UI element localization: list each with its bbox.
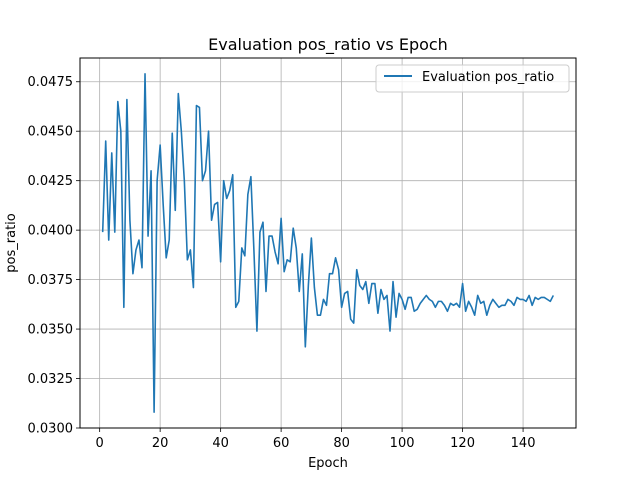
chart-title: Evaluation pos_ratio vs Epoch: [208, 35, 448, 55]
x-tick-label: 0: [96, 436, 104, 451]
y-tick-label: 0.0475: [28, 75, 74, 90]
y-tick-label: 0.0425: [28, 174, 74, 189]
x-tick-label: 140: [511, 436, 536, 451]
y-axis-label: pos_ratio: [4, 213, 19, 272]
x-axis: 0 20 40 60 80 100 120 140: [96, 428, 536, 451]
x-tick-label: 40: [212, 436, 229, 451]
y-tick-label: 0.0300: [28, 422, 74, 437]
x-tick-label: 100: [390, 436, 415, 451]
x-tick-label: 60: [273, 436, 290, 451]
y-tick-label: 0.0400: [28, 224, 74, 239]
x-tick-label: 120: [450, 436, 475, 451]
y-tick-label: 0.0450: [28, 125, 74, 140]
series-layer: [101, 73, 555, 413]
legend-label: Evaluation pos_ratio: [422, 70, 554, 85]
series-line: [101, 73, 555, 413]
plot-frame: [79, 57, 577, 429]
plot-area: 0 20 40 60 80 100 120 140 0.03000.03250.03500.0…: [28, 57, 577, 451]
x-axis-label: Epoch: [308, 456, 348, 471]
y-tick-label: 0.0325: [28, 372, 74, 387]
y-tick-label: 0.0375: [28, 273, 74, 288]
y-tick-label: 0.0350: [28, 323, 74, 338]
x-tick-label: 80: [333, 436, 350, 451]
x-tick-label: 20: [152, 436, 169, 451]
legend-box: [375, 64, 570, 93]
legend: Evaluation pos_ratio: [375, 64, 570, 93]
y-axis: 0.0300 0.0325 0.0350 0.0375 0.0400 0.0425 0.04…: [28, 75, 80, 437]
